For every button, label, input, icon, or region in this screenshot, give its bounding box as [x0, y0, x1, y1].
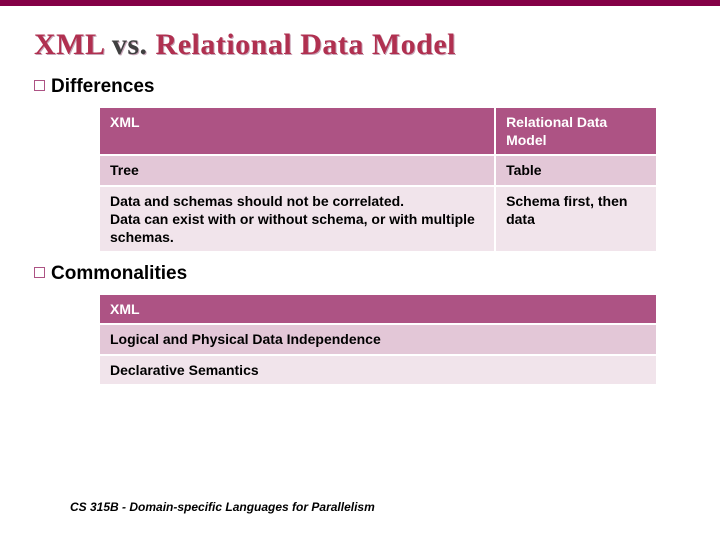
- bullet-icon: [34, 80, 45, 91]
- table-row: Data and schemas should not be correlate…: [99, 186, 657, 253]
- title-part3: Relational Data Model: [156, 28, 456, 61]
- table-header-row: XML: [99, 294, 657, 324]
- title-part2: vs.: [112, 28, 148, 61]
- differences-table: XML Relational Data Model Tree Table Dat…: [98, 106, 658, 253]
- col-header-xml: XML: [99, 107, 495, 155]
- cell: Data and schemas should not be correlate…: [99, 186, 495, 253]
- cell: Table: [495, 155, 657, 185]
- commonalities-heading-text: Commonalities: [51, 263, 187, 284]
- bullet-icon: [34, 267, 45, 278]
- differences-heading-text: Differences: [51, 76, 155, 97]
- section-differences: Differences XML Relational Data Model Tr…: [34, 76, 686, 253]
- table-row: Tree Table: [99, 155, 657, 185]
- commonalities-table: XML Logical and Physical Data Independen…: [98, 293, 658, 386]
- table-header-row: XML Relational Data Model: [99, 107, 657, 155]
- col-header-relational: Relational Data Model: [495, 107, 657, 155]
- col-header-xml: XML: [99, 294, 657, 324]
- slide-title: XML vs. Relational Data Model: [34, 28, 686, 62]
- slide-content: XML vs. Relational Data Model Difference…: [0, 0, 720, 386]
- slide-footer: CS 315B - Domain-specific Languages for …: [70, 500, 375, 514]
- table-row: Declarative Semantics: [99, 355, 657, 385]
- cell: Schema first, then data: [495, 186, 657, 253]
- cell: Tree: [99, 155, 495, 185]
- title-part1: XML: [34, 28, 104, 61]
- section-commonalities: Commonalities XML Logical and Physical D…: [34, 263, 686, 386]
- top-accent-bar: [0, 0, 720, 6]
- table-row: Logical and Physical Data Independence: [99, 324, 657, 354]
- cell: Declarative Semantics: [99, 355, 657, 385]
- differences-heading: Differences: [34, 76, 686, 98]
- cell: Logical and Physical Data Independence: [99, 324, 657, 354]
- commonalities-heading: Commonalities: [34, 263, 686, 285]
